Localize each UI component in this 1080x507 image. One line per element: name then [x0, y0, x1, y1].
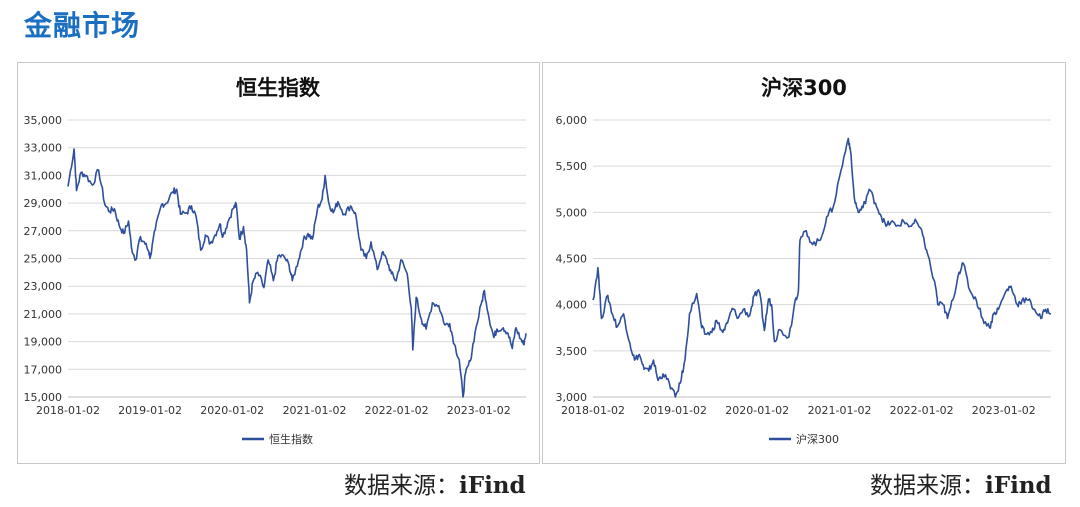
page-title: 金融市场 — [24, 9, 141, 42]
y-tick-label: 27,000 — [24, 225, 63, 238]
legend: 恒生指数 — [242, 432, 313, 446]
y-tick-label: 5,000 — [556, 206, 588, 219]
csi300-chart-panel: 沪深300 3,000 3,500 4,000 4,500 5,000 5,500 6,000… — [542, 62, 1066, 464]
csi300-source-note: 数据来源：iFind — [870, 466, 1052, 500]
y-tick-label: 29,000 — [24, 197, 63, 210]
source-label: 数据来源： — [870, 473, 985, 499]
x-tick-label: 2021-01-02 — [283, 404, 347, 417]
legend: 沪深300 — [769, 432, 839, 446]
y-tick-label: 33,000 — [24, 142, 63, 155]
y-tick-label: 15,000 — [24, 391, 63, 404]
x-tick-label: 2019-01-02 — [118, 404, 182, 417]
csi300-chart: 沪深300 3,000 3,500 4,000 4,500 5,000 5,500 6,000… — [556, 76, 1052, 446]
x-tick-label: 2022-01-02 — [890, 404, 954, 417]
chart-title: 沪深300 — [761, 76, 847, 100]
y-tick-label: 4,000 — [556, 299, 588, 312]
x-tick-label: 2022-01-02 — [365, 404, 429, 417]
y-tick-label: 31,000 — [24, 169, 63, 182]
chart-title: 恒生指数 — [236, 76, 321, 100]
y-tick-label: 3,500 — [556, 345, 588, 358]
hsi-chart-panel: 恒生指数 15,000 17,000 19,000 21,000 23,000 25,000… — [17, 62, 540, 464]
x-tick-label: 2021-01-02 — [808, 404, 872, 417]
y-tick-label: 3,000 — [556, 391, 588, 404]
source-name: iFind — [459, 472, 526, 499]
series-line-csi300 — [592, 137, 1052, 398]
x-tick-label: 2018-01-02 — [561, 404, 625, 417]
y-tick-label: 19,000 — [24, 336, 63, 349]
legend-label: 恒生指数 — [269, 432, 313, 446]
x-tick-label: 2020-01-02 — [200, 404, 264, 417]
hsi-chart: 恒生指数 15,000 17,000 19,000 21,000 23,000 25,000… — [24, 76, 527, 446]
series-line-hsi — [67, 148, 527, 398]
x-tick-label: 2020-01-02 — [725, 404, 789, 417]
source-name: iFind — [985, 472, 1052, 499]
y-tick-label: 21,000 — [24, 308, 63, 321]
y-tick-label: 4,500 — [556, 253, 588, 266]
y-tick-label: 25,000 — [24, 253, 63, 266]
y-tick-label: 17,000 — [24, 363, 63, 376]
y-tick-label: 6,000 — [556, 114, 588, 127]
legend-label: 沪深300 — [796, 432, 839, 446]
x-tick-label: 2023-01-02 — [447, 404, 511, 417]
y-tick-label: 5,500 — [556, 160, 588, 173]
x-tick-label: 2019-01-02 — [643, 404, 707, 417]
y-tick-label: 23,000 — [24, 280, 63, 293]
source-label: 数据来源： — [344, 473, 459, 499]
x-tick-label: 2018-01-02 — [36, 404, 100, 417]
x-tick-label: 2023-01-02 — [972, 404, 1036, 417]
y-tick-label: 35,000 — [24, 114, 63, 127]
hsi-source-note: 数据来源：iFind — [344, 466, 526, 500]
